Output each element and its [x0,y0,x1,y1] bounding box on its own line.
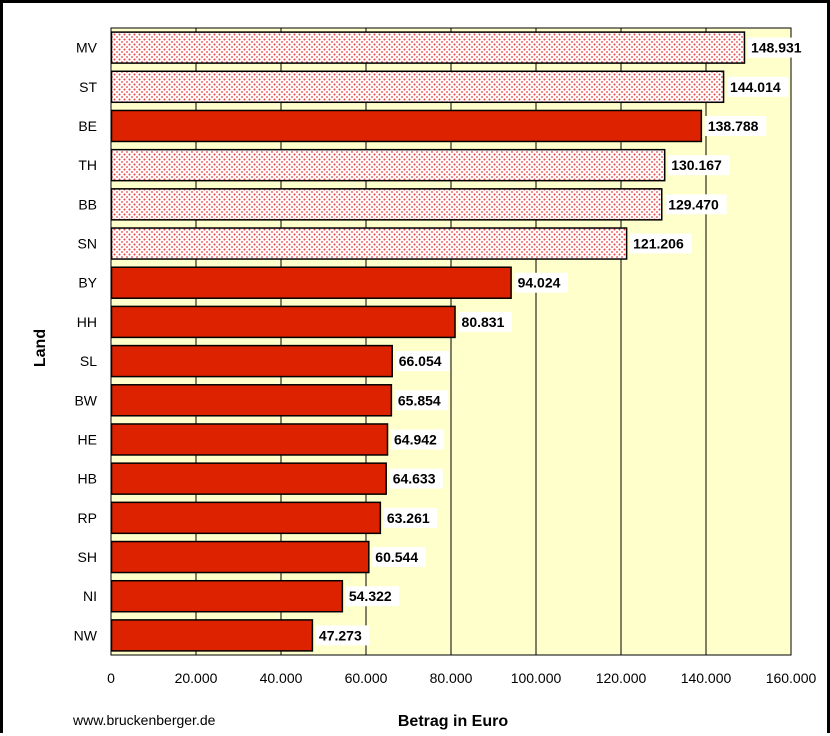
data-label: 63.261 [387,510,430,526]
y-tick-label: HB [78,471,97,487]
bar-chart: MV ST BE TH BB SN BY HH SL BW HE HB RP SH NI NW 0 20.000… [32,27,817,730]
data-label: 64.942 [394,431,437,447]
y-tick-label: BB [78,196,97,212]
data-label: 130.167 [671,157,722,173]
y-tick-label: SH [78,549,97,565]
bar-nw [110,619,314,652]
data-label: 54.322 [349,588,392,604]
x-tick-label: 0 [107,670,115,686]
data-label-bg [391,429,445,450]
data-label: 65.854 [398,392,441,408]
bar-be [110,109,703,143]
data-label-bg [747,37,810,58]
y-tick-label: NW [74,627,98,643]
x-tick-label: 120.000 [596,670,647,686]
data-label: 129.470 [668,196,719,212]
x-tick-label: 60.000 [345,670,388,686]
bar-ni [110,579,344,613]
y-tick-label: HH [77,314,97,330]
y-tick-label: BW [74,392,97,408]
data-label: 66.054 [399,353,442,369]
x-tick-label: 100.000 [511,670,562,686]
y-tick-label: TH [78,157,97,173]
y-tick-label: MV [76,40,98,56]
data-label: 60.544 [375,549,418,565]
data-label-bg [630,233,692,254]
data-label-bg [394,390,449,411]
x-tick-label: 140.000 [681,670,732,686]
y-tick-label: BE [78,118,97,134]
y-tick-label: NI [83,588,97,604]
data-label: 121.206 [633,236,684,252]
bar-st [110,70,725,104]
data-label-bg [514,272,568,293]
data-label-bg [665,194,727,215]
bar-mv [110,31,746,64]
data-label: 64.633 [393,471,436,487]
data-label: 94.024 [518,275,561,291]
x-tick-label: 160.000 [766,670,817,686]
y-tick-label: ST [79,79,97,95]
bar-sl [110,344,393,378]
data-label-bg [668,155,730,176]
data-label: 47.273 [319,627,362,643]
bar-bb [110,188,663,221]
y-tick-label: HE [78,431,97,447]
data-label-bg [704,115,767,136]
bar-bw [110,384,393,417]
bar-hb [110,462,387,495]
bar-th [110,148,666,182]
data-label-bg [372,547,426,568]
bar-he [110,423,389,456]
plot-border [110,27,792,656]
x-axis-title: Betrag in Euro [398,713,508,730]
bar-sh [110,540,370,574]
y-tick-label: SL [80,353,97,369]
data-label-bg [458,311,512,332]
data-label: 138.788 [708,118,759,134]
x-tick-label: 20.000 [175,670,218,686]
data-label-bg [345,586,400,607]
bar-sn [110,227,628,260]
x-tick-label: 40.000 [260,670,303,686]
y-tick-label: RP [78,510,97,526]
bar-hh [110,305,456,339]
data-label-bg [727,76,789,97]
source-credit: www.bruckenberger.de [72,712,216,728]
data-label: 144.014 [730,79,781,95]
data-label: 80.831 [462,314,505,330]
data-label-bg [395,351,449,372]
data-label-bg [315,625,370,646]
y-tick-label: BY [78,275,97,291]
y-axis-title: Land [32,329,49,367]
y-tick-label: SN [78,236,97,252]
data-label-bg [383,507,438,528]
x-tick-label: 80.000 [430,670,473,686]
bar-by [110,266,512,299]
bar-rp [110,501,382,535]
data-label: 148.931 [751,40,802,56]
data-label-bg [389,468,443,489]
